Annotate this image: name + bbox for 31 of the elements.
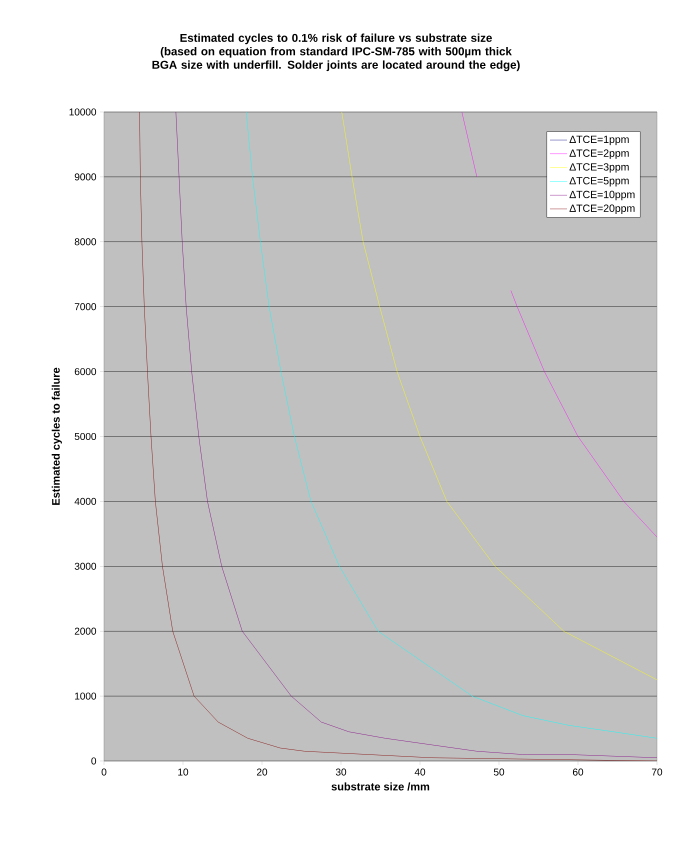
line-series <box>246 112 657 738</box>
y-tick-label: 3000 <box>74 562 96 570</box>
chart-subtitle: (based on equation from standard IPC-SM-785 with 500µm thick BGA size with underfill. Solder joints are located around the edge) <box>152 46 520 72</box>
x-tick-label: 20 <box>256 768 268 776</box>
x-tick-label: 50 <box>494 768 504 776</box>
x-tick-label: 70 <box>652 768 662 776</box>
y-tick-label: 10000 <box>70 108 96 116</box>
x-axis-title: substrate size /mm <box>332 782 430 791</box>
x-tick-label: 0 <box>102 768 106 776</box>
y-tick-label: 4000 <box>74 498 96 505</box>
x-tick-label: 30 <box>336 768 346 776</box>
y-tick-label: 7000 <box>74 303 96 310</box>
y-tick-label: 5000 <box>74 432 96 440</box>
y-tick-label: 2000 <box>74 628 96 635</box>
y-tick-label: 8000 <box>74 238 96 246</box>
x-tick-label: 10 <box>178 768 188 776</box>
legend-label: ΔTCE=5ppm <box>570 176 629 186</box>
legend-label: ΔTCE=1ppm <box>570 136 629 146</box>
y-tick-label: 1000 <box>75 692 96 700</box>
y-tick-label: 9000 <box>74 173 96 180</box>
legend-label: ΔTCE=2ppm <box>570 149 629 159</box>
y-tick-label: 0 <box>91 757 96 765</box>
x-tick-label: 40 <box>414 768 426 776</box>
y-tick-label: 6000 <box>74 368 96 376</box>
y-axis-title: Estimated cycles to failure <box>52 368 62 505</box>
x-tick-label: 60 <box>572 768 584 776</box>
legend-label: ΔTCE=10ppm <box>570 190 635 200</box>
legend-label: ΔTCE=3ppm <box>570 163 629 173</box>
chart-title: Estimated cycles to 0.1% risk of failure vs substrate size <box>180 34 492 44</box>
legend-label: ΔTCE=20ppm <box>570 204 635 214</box>
line-series <box>342 112 657 680</box>
